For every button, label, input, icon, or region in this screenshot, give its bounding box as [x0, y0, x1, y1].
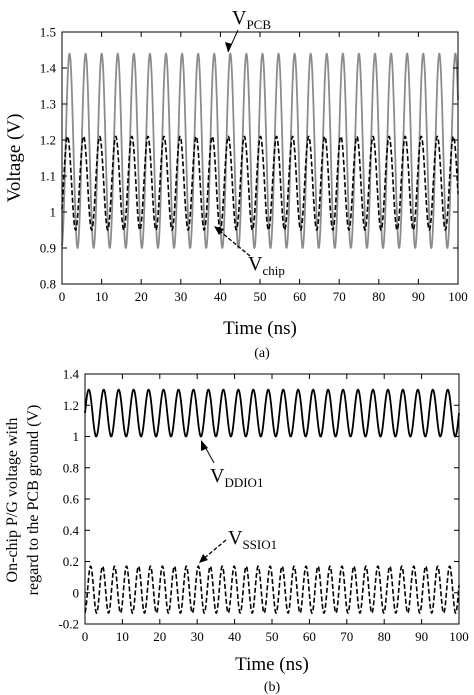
b-y-tick-label: 0.8: [63, 460, 79, 475]
a-x-tick-label: 20: [135, 289, 148, 304]
annotation-v-pcb-label: VPCB: [232, 7, 271, 32]
a-x-tick-label: 10: [95, 289, 108, 304]
b-x-tick-label: 100: [449, 629, 469, 644]
chart-b-x-axis-label: Time (ns): [235, 654, 309, 675]
chart-b-x-tick-labels: 0 10 20 30 40 50 60 70 80 90 100: [82, 629, 469, 644]
chart-a-series-group: [61, 52, 459, 249]
b-y-tick-label: -0.2: [58, 617, 79, 632]
chart-a-y-tick-labels: 0.8 0.9 1 1.1 1.2 1.3 1.4 1.5: [40, 25, 57, 292]
a-x-tick-label: 90: [412, 289, 425, 304]
a-x-tick-label: 60: [293, 289, 306, 304]
chart-b-y-tick-labels: -0.2 0 0.2 0.4 0.6 0.8 1 1.2 1.4: [58, 367, 79, 632]
a-y-tick-label: 1.2: [40, 133, 56, 148]
chart-a-x-tick-labels: 0 10 20 30 40 50 60 70 80 90 100: [59, 289, 468, 304]
chart-b-y-axis-label-line1: On-chip P/G voltage with: [4, 418, 21, 583]
annotation-v-ddio1: VDDIO1: [201, 440, 263, 490]
b-x-tick-label: 0: [82, 629, 89, 644]
annotation-v-chip: Vchip: [214, 226, 285, 278]
a-y-tick-label: 1.5: [40, 25, 56, 40]
b-y-tick-label: 1.2: [63, 398, 79, 413]
chart-b-caption: (b): [264, 680, 281, 695]
b-y-tick-label: 0.4: [63, 523, 80, 538]
annotation-v-ssio1-arrowhead: [199, 554, 208, 563]
b-x-tick-label: 10: [116, 629, 129, 644]
a-y-tick-label: 1.4: [40, 61, 57, 76]
b-x-tick-label: 20: [153, 629, 166, 644]
b-x-tick-label: 60: [303, 629, 316, 644]
b-y-tick-label: 1: [73, 429, 80, 444]
a-y-tick-label: 0.8: [40, 277, 56, 292]
a-x-tick-label: 40: [214, 289, 227, 304]
chart-a-y-axis-label: Voltage (V): [4, 114, 25, 203]
b-x-tick-label: 30: [191, 629, 204, 644]
chart-b-y-axis-label-line2: regard to the PCB ground (V): [25, 405, 42, 596]
chart-a-ticks: [61, 31, 459, 285]
b-y-tick-label: 1.4: [63, 367, 80, 382]
chart-b-series-group: [84, 388, 460, 614]
b-x-tick-label: 70: [340, 629, 353, 644]
b-series-v-ssio1: [84, 565, 460, 614]
annotation-v-ssio1: VSSIO1: [199, 527, 277, 563]
a-y-tick-label: 0.9: [40, 241, 56, 256]
b-x-tick-label: 90: [415, 629, 428, 644]
annotation-v-ddio1-arrowhead: [201, 440, 208, 451]
chart-a: 0 10 20 30 40 50 60 70 80 90 100 0.8 0.9 1 1.1 1.2 1.3 1…: [4, 7, 468, 361]
annotation-v-chip-label: Vchip: [248, 253, 285, 278]
b-y-tick-label: 0.2: [63, 554, 79, 569]
a-series-v-chip: [61, 135, 459, 231]
chart-a-x-axis-label: Time (ns): [223, 318, 297, 339]
a-y-tick-label: 1: [50, 205, 57, 220]
annotation-v-ddio1-label: VDDIO1: [210, 465, 263, 490]
a-y-tick-label: 1.3: [40, 97, 56, 112]
annotation-v-pcb: VPCB: [225, 7, 271, 53]
b-y-tick-label: 0.6: [63, 492, 80, 507]
a-x-tick-label: 50: [254, 289, 267, 304]
annotation-v-ssio1-label: VSSIO1: [228, 527, 277, 552]
a-x-tick-label: 80: [372, 289, 385, 304]
a-y-tick-label: 1.1: [40, 169, 56, 184]
chart-b-ticks: [84, 373, 460, 625]
annotation-v-ssio1-arrow: [201, 539, 227, 561]
a-x-tick-label: 100: [448, 289, 468, 304]
b-x-tick-label: 80: [378, 629, 391, 644]
chart-b: 0 10 20 30 40 50 60 70 80 90 100 -0.200.20.40.60.8…: [4, 367, 469, 695]
b-x-tick-label: 50: [266, 629, 279, 644]
b-y-tick-label: 0: [73, 585, 80, 600]
annotation-v-pcb-arrowhead: [225, 42, 232, 52]
a-x-tick-label: 70: [333, 289, 346, 304]
annotation-v-chip-arrow: [215, 227, 251, 257]
b-series-v-ddio1: [84, 388, 460, 438]
a-x-tick-label: 0: [59, 289, 66, 304]
a-series-v-pcb: [61, 52, 459, 249]
chart-a-caption: (a): [254, 346, 270, 361]
a-x-tick-label: 30: [174, 289, 187, 304]
b-x-tick-label: 40: [228, 629, 241, 644]
annotation-v-chip-arrowhead: [214, 226, 224, 235]
